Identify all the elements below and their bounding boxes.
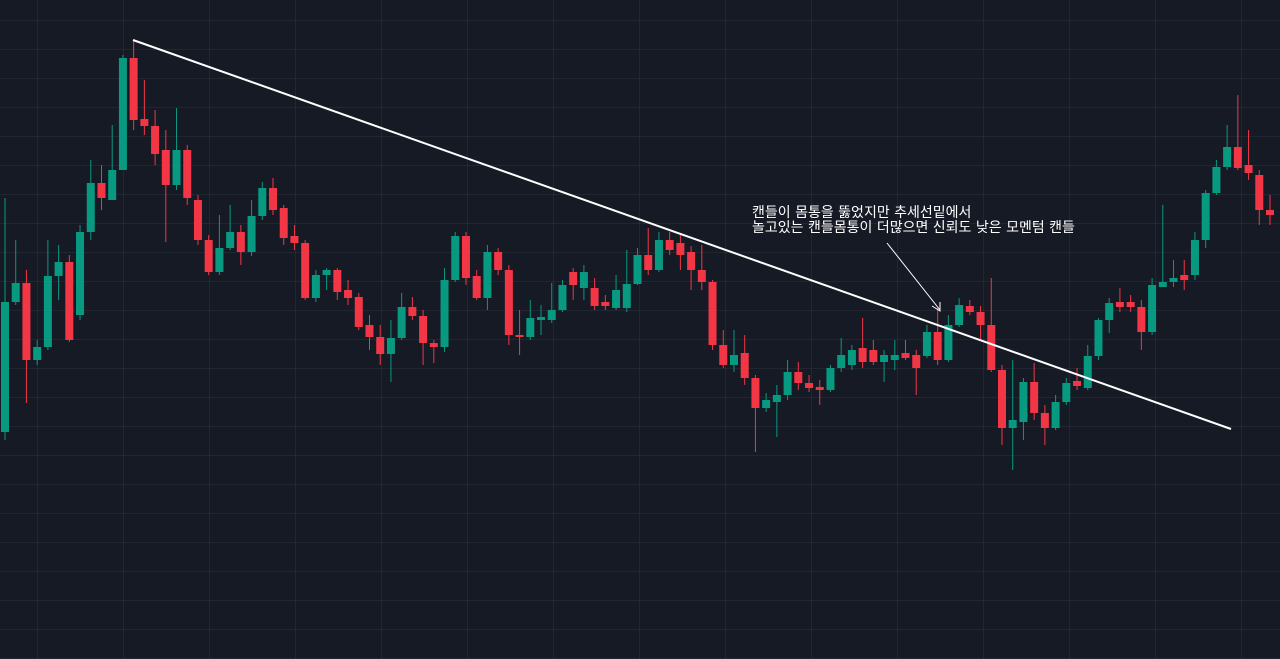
trendline [132,39,1232,430]
annotation: 캔들이 몸통을 뚫었지만 추세선밑에서 [752,205,971,221]
arrow [886,242,941,311]
arrow-head [931,302,941,312]
annotation: 놀고있는 캔들몸통이 더많으면 신뢰도 낮은 모멘텀 캔들 [752,220,1075,236]
